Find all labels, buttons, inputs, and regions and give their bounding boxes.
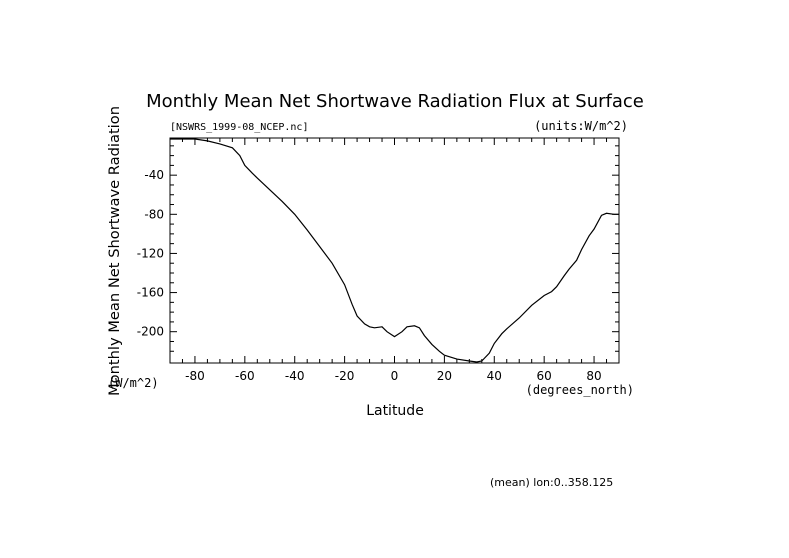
- y-tick-label: -120: [137, 246, 164, 260]
- file-label: [NSWRS_1999-08_NCEP.nc]: [170, 122, 308, 133]
- y-tick-label: -160: [137, 286, 164, 300]
- y-tick-label: -80: [144, 207, 164, 221]
- plot-frame: [169, 137, 620, 364]
- chart-title: Monthly Mean Net Shortwave Radiation Flu…: [146, 91, 644, 112]
- x-tick-label: 60: [537, 369, 552, 383]
- x-tick-label: -60: [235, 369, 255, 383]
- x-tick-label: 80: [586, 369, 601, 383]
- x-tick-label: -20: [335, 369, 355, 383]
- y-axis-ticks: -40 -80 -120 -160 -200: [137, 145, 619, 352]
- y-axis-label: Monthly Mean Net Shortwave Radiation: [107, 106, 123, 396]
- x-unit-label: (degrees_north): [526, 383, 634, 397]
- series-line: [170, 138, 619, 363]
- x-tick-label: -40: [285, 369, 305, 383]
- footnote: (mean) lon:0..358.125: [490, 476, 613, 489]
- x-tick-label: 40: [487, 369, 502, 383]
- x-tick-label: 0: [391, 369, 399, 383]
- x-tick-label: 20: [437, 369, 452, 383]
- x-tick-label: -80: [185, 369, 205, 383]
- y-tick-label: -40: [144, 168, 164, 182]
- y-unit-label: (W/m^2): [108, 376, 159, 390]
- x-axis-ticks: -80 -60 -40 -20 0 20 40 60 80: [169, 138, 620, 383]
- units-label: (units:W/m^2): [534, 119, 628, 133]
- y-tick-label: -200: [137, 325, 164, 339]
- x-axis-label: Latitude: [366, 403, 424, 419]
